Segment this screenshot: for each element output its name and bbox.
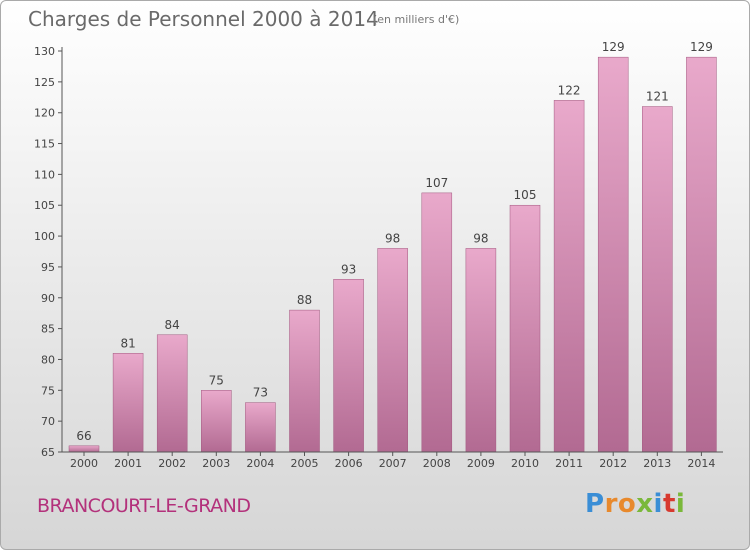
bar-value-label: 98 bbox=[385, 231, 400, 245]
bar bbox=[642, 106, 673, 453]
y-tick-label: 125 bbox=[34, 76, 55, 89]
bar-value-label: 81 bbox=[120, 336, 135, 350]
x-tick-label: 2004 bbox=[246, 457, 274, 470]
logo-letter: P bbox=[585, 489, 605, 519]
bar bbox=[377, 248, 408, 453]
x-tick-label: 2013 bbox=[643, 457, 671, 470]
bar bbox=[333, 279, 364, 453]
bar-value-label: 98 bbox=[473, 231, 488, 245]
bar bbox=[686, 56, 717, 453]
y-tick-label: 90 bbox=[41, 292, 55, 305]
bar-value-label: 105 bbox=[514, 188, 537, 202]
x-tick-label: 2010 bbox=[511, 457, 539, 470]
bar-value-label: 107 bbox=[425, 176, 448, 190]
bar bbox=[465, 248, 497, 453]
commune-name: BRANCOURT-LE-GRAND bbox=[37, 495, 251, 517]
bar bbox=[156, 334, 188, 453]
bar-value-label: 129 bbox=[602, 40, 625, 54]
y-tick-label: 70 bbox=[41, 415, 55, 428]
x-tick-label: 2003 bbox=[202, 457, 230, 470]
y-tick-label: 75 bbox=[41, 384, 55, 397]
bar-value-label: 66 bbox=[76, 429, 91, 443]
x-tick-label: 2007 bbox=[379, 457, 407, 470]
y-tick-label: 120 bbox=[34, 107, 55, 120]
x-tick-label: 2011 bbox=[555, 457, 583, 470]
bar-value-label: 122 bbox=[558, 83, 581, 97]
x-tick-label: 2002 bbox=[158, 457, 186, 470]
bar-value-label: 93 bbox=[341, 262, 356, 276]
x-tick-label: 2012 bbox=[599, 457, 627, 470]
logo-letter: o bbox=[617, 489, 637, 519]
y-tick-label: 115 bbox=[34, 138, 55, 151]
logo-letter: r bbox=[604, 489, 618, 519]
x-tick-label: 2009 bbox=[467, 457, 495, 470]
logo-letter: i bbox=[675, 489, 686, 519]
logo-letter: x bbox=[636, 489, 654, 519]
y-tick-label: 100 bbox=[34, 230, 55, 243]
y-tick-label: 130 bbox=[34, 45, 55, 58]
y-tick-label: 95 bbox=[41, 261, 55, 274]
x-tick-label: 2014 bbox=[687, 457, 715, 470]
y-tick-label: 85 bbox=[41, 323, 55, 336]
x-tick-label: 2001 bbox=[114, 457, 142, 470]
bar-value-label: 88 bbox=[297, 293, 312, 307]
bar-value-label: 121 bbox=[646, 90, 669, 104]
y-tick-label: 65 bbox=[41, 446, 55, 459]
bar bbox=[201, 390, 232, 453]
x-tick-label: 2008 bbox=[423, 457, 451, 470]
bar bbox=[289, 309, 320, 453]
x-tick-label: 2006 bbox=[335, 457, 363, 470]
logo-letter: t bbox=[662, 489, 676, 519]
x-tick-label: 2000 bbox=[70, 457, 98, 470]
bar bbox=[68, 445, 100, 453]
bar bbox=[421, 192, 453, 453]
bar-value-label: 73 bbox=[253, 386, 268, 400]
y-tick-label: 105 bbox=[34, 199, 55, 212]
x-tick-label: 2005 bbox=[291, 457, 319, 470]
y-tick-label: 110 bbox=[34, 168, 55, 181]
proxiti-logo: Proxiti bbox=[585, 489, 685, 519]
bar bbox=[597, 56, 629, 453]
bar bbox=[112, 353, 144, 453]
chart-subtitle: (en milliers d'€) bbox=[373, 13, 460, 26]
bar-value-label: 129 bbox=[690, 40, 713, 54]
bar bbox=[553, 100, 585, 453]
y-tick-label: 80 bbox=[41, 353, 55, 366]
bar bbox=[509, 204, 541, 453]
chart-title: Charges de Personnel 2000 à 2014 bbox=[28, 7, 379, 31]
bar-value-label: 84 bbox=[165, 318, 180, 332]
logo-letter: i bbox=[653, 489, 663, 519]
bar bbox=[245, 402, 276, 453]
bar-value-label: 75 bbox=[209, 373, 224, 387]
